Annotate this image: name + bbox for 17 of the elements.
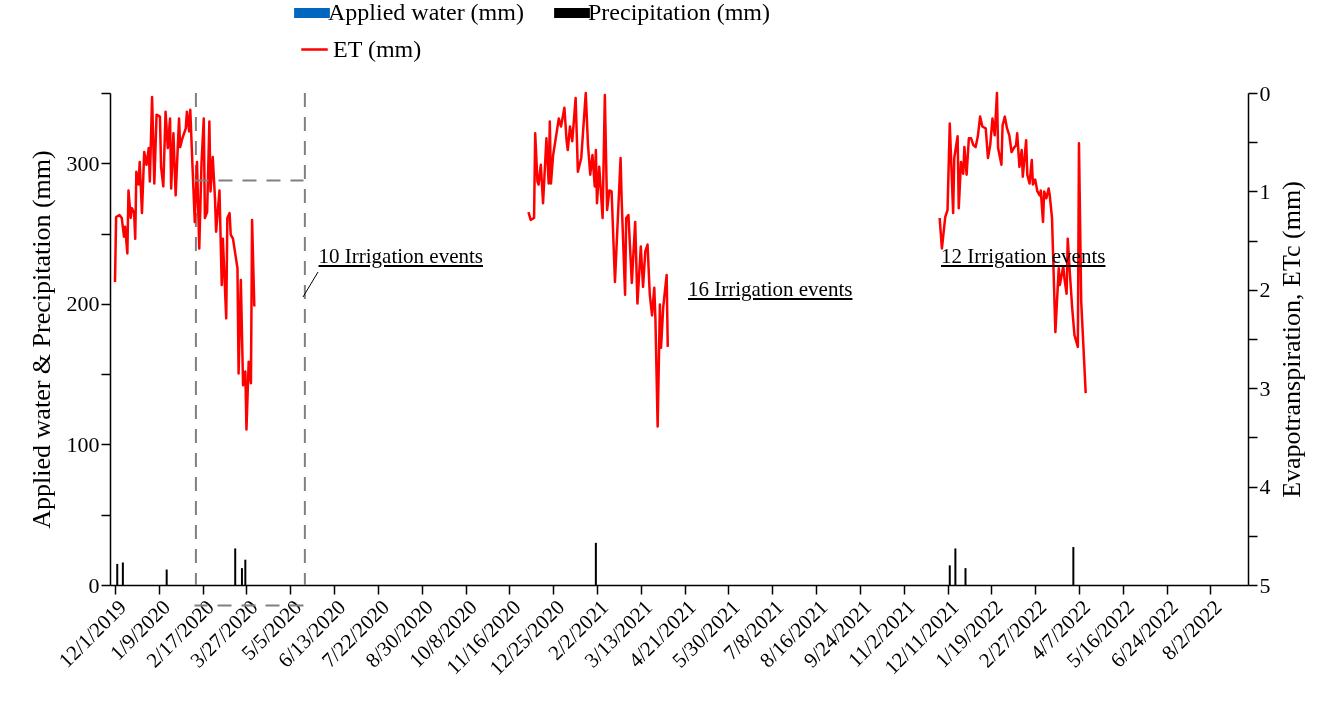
y2-tick-label: 5: [1259, 572, 1271, 598]
y-tick-label: 0: [88, 572, 100, 598]
legend-label: Precipitation (mm): [588, 0, 770, 25]
y2-axis-title: Evapotranspiration, ETc (mm): [1276, 181, 1306, 498]
legend-label: Applied water (mm): [328, 0, 524, 25]
y2-tick-label: 0: [1259, 80, 1271, 106]
y-tick-label: 200: [66, 291, 100, 317]
y-tick-label: 100: [66, 431, 100, 457]
y-tick-label: 300: [66, 150, 100, 176]
y2-tick-label: 1: [1259, 178, 1271, 204]
annotation: 10 Irrigation events: [318, 243, 483, 268]
y2-tick-label: 4: [1259, 474, 1271, 500]
legend-label: ET (mm): [333, 35, 422, 62]
y2-tick-label: 3: [1259, 375, 1271, 401]
y-axis-title: Applied water & Precipitation (mm): [26, 150, 56, 529]
annotation: 16 Irrigation events: [688, 277, 853, 301]
y2-tick-label: 2: [1259, 277, 1271, 303]
